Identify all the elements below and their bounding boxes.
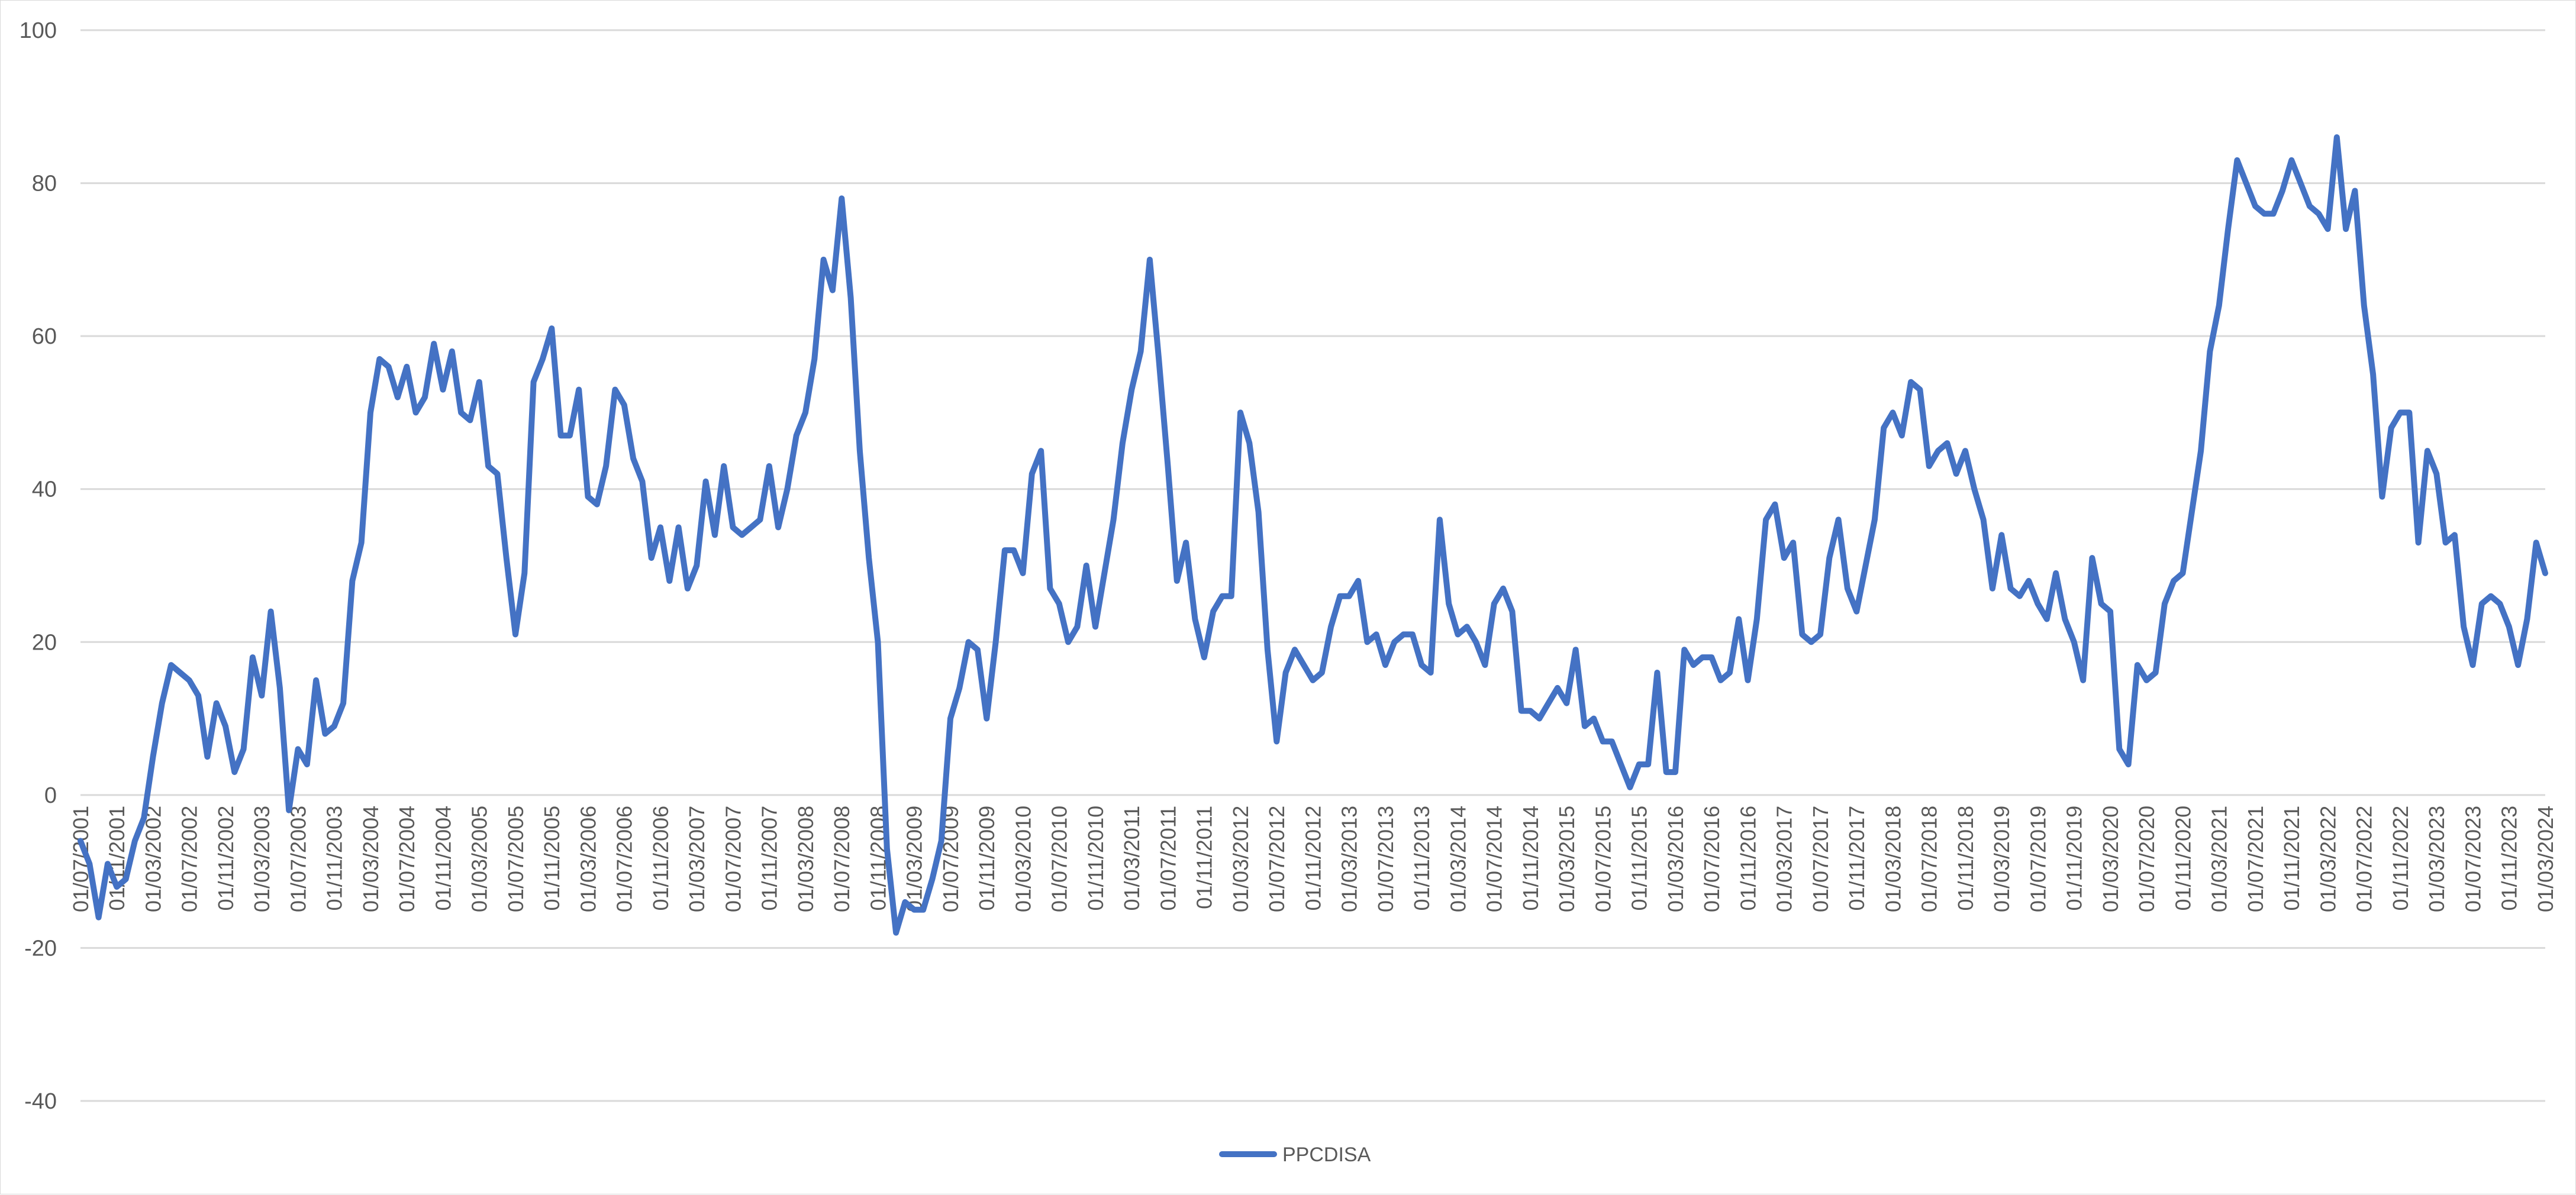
gridlines (80, 29, 2545, 1102)
x-tick-label: 01/03/2023 (2425, 806, 2449, 912)
x-tick-label: 01/11/2020 (2171, 806, 2195, 911)
x-tick-label: 01/11/2003 (323, 806, 347, 911)
x-tick-label: 01/07/2008 (830, 806, 854, 912)
x-tick-label: 01/07/2004 (395, 806, 419, 912)
x-tick-label: 01/07/2017 (1808, 806, 1833, 912)
x-tick-label: 01/03/2015 (1555, 806, 1579, 912)
x-tick-label: 01/03/2011 (1120, 806, 1144, 911)
x-tick-label: 01/03/2004 (359, 806, 383, 912)
x-tick-label: 01/07/2022 (2352, 806, 2377, 912)
x-tick-label: 01/11/2017 (1845, 806, 1869, 911)
x-tick-label: 01/03/2024 (2533, 806, 2558, 912)
y-axis-tick-labels: -40 -20 0 20 40 60 80 100 (20, 18, 57, 1114)
x-tick-label: 01/11/2011 (1192, 806, 1217, 909)
y-tick-label: 40 (32, 477, 57, 502)
x-tick-label: 01/11/2023 (2497, 806, 2522, 911)
x-tick-label: 01/07/2006 (612, 806, 637, 912)
x-tick-label: 01/07/2010 (1047, 806, 1072, 912)
x-tick-label: 01/07/2012 (1265, 806, 1289, 912)
x-tick-label: 01/07/2003 (286, 806, 311, 912)
x-tick-label: 01/07/2013 (1374, 806, 1398, 912)
y-tick-label: 0 (44, 783, 57, 808)
x-tick-label: 01/03/2014 (1446, 806, 1471, 912)
x-tick-label: 01/11/2010 (1084, 806, 1108, 911)
x-tick-label: 01/03/2010 (1011, 806, 1036, 912)
x-tick-label: 01/11/2002 (214, 806, 238, 911)
y-tick-label: 20 (32, 630, 57, 655)
x-tick-label: 01/07/2019 (2026, 806, 2051, 912)
x-tick-label: 01/11/2006 (649, 806, 673, 911)
x-tick-label: 01/03/2018 (1881, 806, 1906, 912)
x-tick-label: 01/11/2009 (975, 806, 999, 911)
x-tick-label: 01/03/2002 (141, 806, 166, 912)
x-tick-label: 01/07/2011 (1156, 806, 1181, 911)
x-tick-label: 01/03/2019 (1990, 806, 2014, 912)
x-tick-label: 01/07/2021 (2243, 806, 2268, 912)
x-tick-label: 01/11/2014 (1518, 806, 1543, 911)
x-tick-label: 01/03/2008 (794, 806, 818, 912)
x-tick-label: 01/11/2016 (1736, 806, 1761, 911)
x-axis-tick-labels: 01/07/2001 01/11/2001 01/03/2002 01/07/2002… (69, 806, 2558, 912)
legend-label-ppcdisa: PPCDISA (1282, 1144, 1371, 1166)
x-tick-label: 01/11/2005 (540, 806, 564, 911)
x-tick-label: 01/03/2013 (1337, 806, 1362, 912)
x-tick-label: 01/07/2015 (1591, 806, 1616, 912)
x-tick-label: 01/03/2020 (2098, 806, 2123, 912)
y-tick-label: -40 (24, 1089, 57, 1114)
x-tick-label: 01/07/2014 (1482, 806, 1507, 912)
x-tick-label: 01/03/2007 (685, 806, 709, 912)
x-tick-label: 01/03/2005 (468, 806, 492, 912)
x-tick-label: 01/07/2016 (1700, 806, 1724, 912)
x-tick-label: 01/03/2012 (1229, 806, 1253, 912)
x-tick-label: 01/11/2022 (2388, 806, 2413, 911)
x-tick-label: 01/03/2003 (250, 806, 274, 912)
x-tick-label: 01/03/2006 (576, 806, 601, 912)
series-line-ppcdisa (78, 134, 2548, 936)
x-tick-label: 01/11/2013 (1410, 806, 1434, 911)
y-tick-label: 100 (20, 18, 57, 43)
x-tick-label: 01/07/2002 (178, 806, 202, 912)
x-tick-label: 01/03/2009 (902, 806, 927, 912)
y-tick-label: 80 (32, 172, 57, 196)
x-tick-label: 01/03/2021 (2207, 806, 2232, 912)
y-tick-label: -20 (24, 936, 57, 961)
x-tick-label: 01/03/2016 (1663, 806, 1688, 912)
x-tick-label: 01/11/2018 (1953, 806, 1978, 911)
x-tick-label: 01/11/2004 (431, 806, 456, 911)
x-tick-label: 01/07/2023 (2461, 806, 2485, 912)
x-tick-label: 01/07/2007 (721, 806, 746, 912)
x-tick-label: 01/07/2005 (504, 806, 528, 912)
series-layer (78, 134, 2548, 936)
x-tick-label: 01/07/2018 (1917, 806, 1942, 912)
x-tick-label: 01/11/2019 (2062, 806, 2087, 911)
x-tick-label: 01/11/2021 (2280, 806, 2304, 911)
y-tick-label: 60 (32, 324, 57, 349)
x-tick-label: 01/11/2007 (757, 806, 782, 911)
x-tick-label: 01/11/2001 (105, 806, 129, 911)
x-tick-label: 01/07/2020 (2135, 806, 2159, 912)
x-tick-label: 01/03/2022 (2316, 806, 2340, 912)
legend: PPCDISA (1219, 1144, 1371, 1166)
x-tick-label: 01/11/2015 (1627, 806, 1652, 911)
x-tick-label: 01/03/2017 (1772, 806, 1797, 912)
x-tick-label: 01/11/2012 (1301, 806, 1326, 911)
